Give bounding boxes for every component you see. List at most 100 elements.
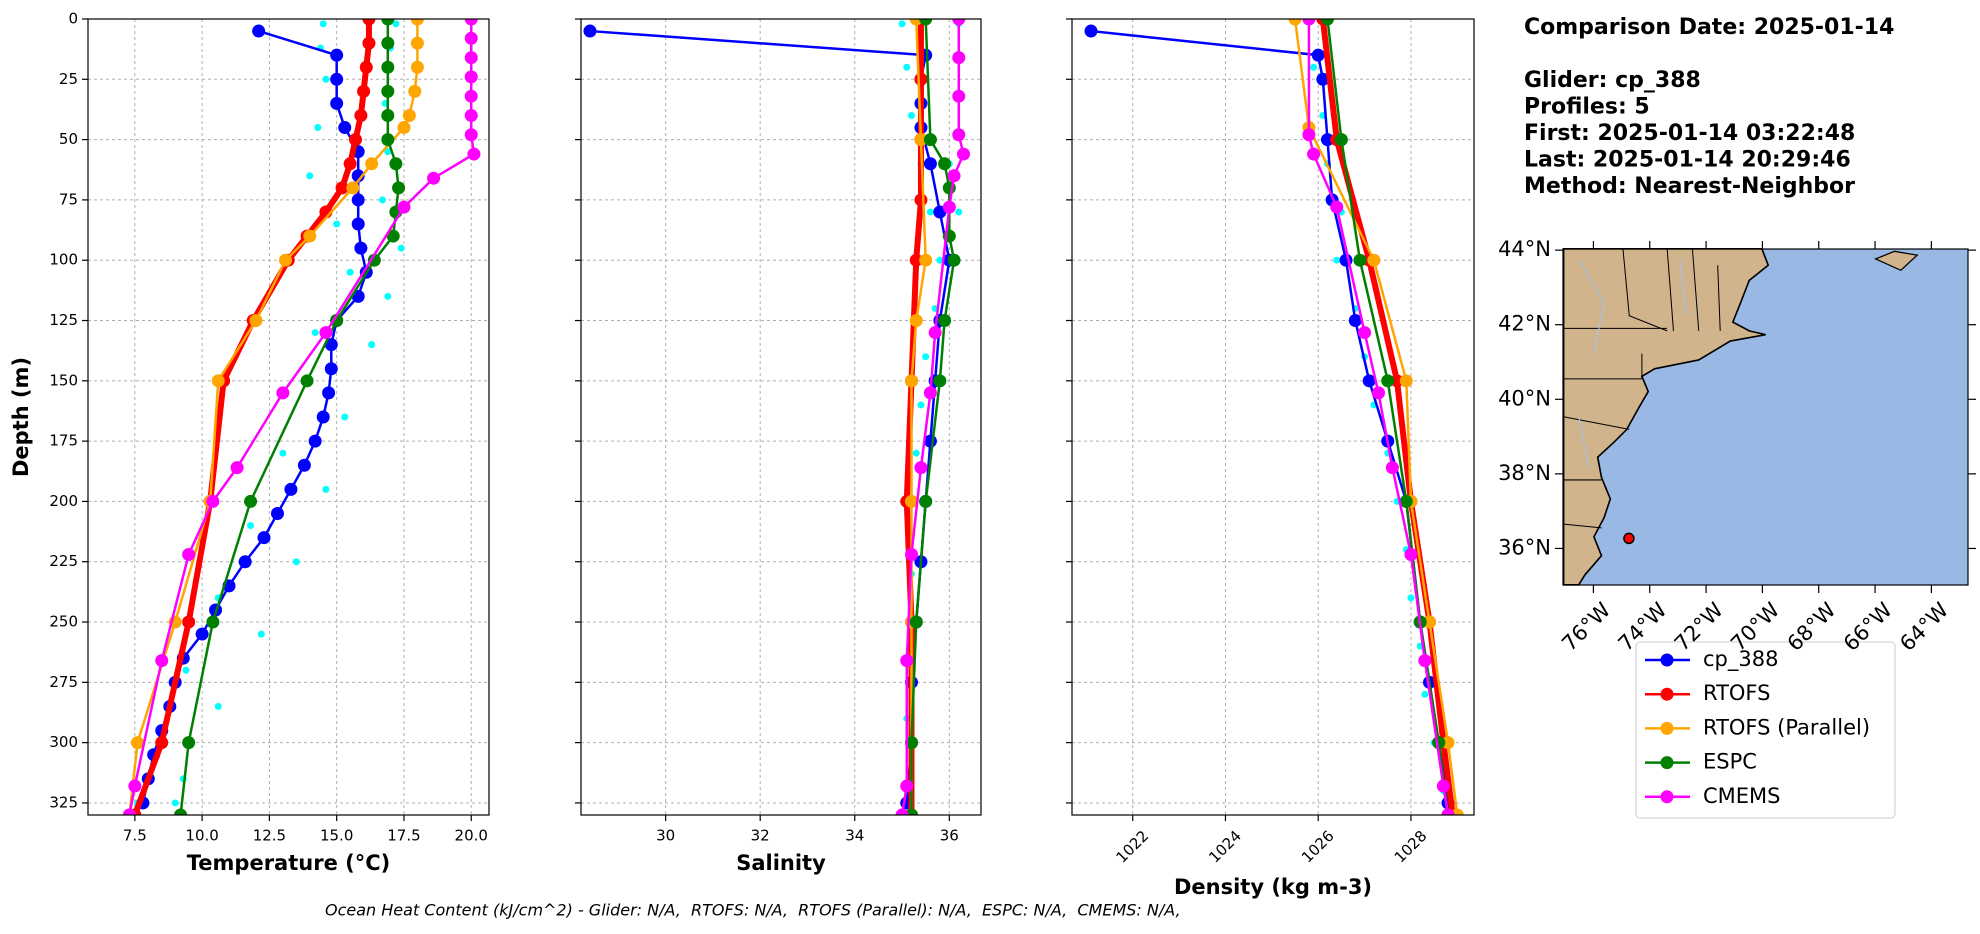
profile-marker: [1422, 615, 1436, 629]
profile-marker: [303, 229, 317, 243]
profile-marker: [410, 36, 424, 50]
y-tick-label: 300: [49, 733, 78, 751]
profile-marker: [923, 386, 937, 400]
profile-marker: [895, 808, 909, 815]
y-tick-label: 100: [49, 251, 78, 269]
land: [1562, 247, 1919, 586]
profile-marker: [381, 36, 395, 50]
raw-point: [292, 558, 300, 566]
y-tick-label: 275: [49, 673, 78, 691]
profile-marker: [923, 133, 937, 147]
profile-marker: [319, 326, 333, 340]
profile-marker: [252, 24, 266, 38]
raw-point: [319, 20, 327, 28]
profile-marker: [300, 374, 314, 388]
profile-marker: [284, 482, 298, 496]
x-tick-label: 17.5: [387, 827, 420, 845]
legend-label: cp_388: [1703, 647, 1778, 672]
profile-marker: [1441, 808, 1455, 815]
profile-marker: [249, 314, 263, 328]
profile-marker: [904, 374, 918, 388]
profile-marker: [914, 461, 928, 475]
info-line: Glider: cp_388: [1524, 68, 1701, 93]
x-axis-label: Salinity: [736, 851, 826, 875]
x-tick-label: 1024: [1205, 827, 1245, 867]
profile-marker: [410, 19, 424, 26]
profile-marker: [155, 736, 169, 750]
profile-marker: [397, 200, 411, 214]
raw-point: [1310, 63, 1318, 71]
profile-marker: [211, 374, 225, 388]
profile-marker: [919, 253, 933, 267]
profile-marker: [257, 531, 271, 545]
raw-point: [936, 256, 944, 264]
profile-marker: [464, 128, 478, 142]
x-tick-label: 1028: [1391, 827, 1431, 867]
profile-line: [1319, 19, 1456, 815]
profile-marker: [952, 19, 966, 26]
profile-marker: [365, 157, 379, 171]
raw-point: [378, 196, 386, 204]
info-line: Last: 2025-01-14 20:29:46: [1524, 148, 1851, 173]
x-tick-label: 7.5: [123, 827, 147, 845]
profile-marker: [957, 147, 971, 161]
profile-marker: [909, 314, 923, 328]
y-tick-label: 250: [49, 613, 78, 631]
raw-point: [322, 75, 330, 83]
axes-frame: [87, 18, 490, 816]
profile-marker: [182, 615, 196, 629]
profile-marker: [381, 133, 395, 147]
raw-point: [346, 268, 354, 276]
profile-marker: [427, 171, 441, 185]
x-tick-label: 1026: [1298, 827, 1338, 867]
profile-marker: [1381, 374, 1395, 388]
profile-marker: [467, 147, 481, 161]
profile-marker: [914, 193, 928, 207]
y-tick-label: 75: [59, 190, 78, 208]
profile-marker: [351, 169, 365, 183]
profile-marker: [1385, 461, 1399, 475]
profile-marker: [195, 627, 209, 641]
profile-marker: [359, 60, 373, 74]
profile-marker: [174, 808, 188, 815]
profile-marker: [1348, 314, 1362, 328]
legend-marker: [1660, 790, 1674, 804]
profile-marker: [354, 241, 368, 255]
x-axis-label: Temperature (°C): [187, 851, 390, 875]
legend: [1635, 641, 1896, 819]
profile-marker: [308, 434, 322, 448]
y-tick-label: 0: [68, 10, 78, 28]
profile-marker: [583, 24, 597, 38]
raw-point: [1333, 256, 1341, 264]
y-axis-label: Depth (m): [9, 357, 33, 477]
profile-marker: [354, 108, 368, 122]
footer-note: Ocean Heat Content (kJ/cm^2) - Glider: N…: [325, 901, 1181, 920]
profile-marker: [1288, 19, 1302, 26]
profile-marker: [464, 51, 478, 65]
map-y-tick-label: 44°N: [1498, 237, 1551, 261]
profile-marker: [1399, 374, 1413, 388]
profile-marker: [1320, 19, 1334, 26]
profile-marker: [1436, 779, 1450, 793]
profile-marker: [362, 19, 376, 26]
profile-marker: [122, 808, 136, 815]
raw-point: [926, 208, 934, 216]
profile-marker: [367, 253, 381, 267]
profile-marker: [316, 410, 330, 424]
raw-point: [903, 63, 911, 71]
legend-marker: [1660, 721, 1674, 735]
profile-marker: [297, 458, 311, 472]
profile-line: [132, 19, 372, 815]
raw-point: [341, 413, 349, 421]
profile-marker: [386, 229, 400, 243]
map-y-tick-label: 40°N: [1498, 386, 1551, 410]
profile-marker: [1362, 374, 1376, 388]
y-tick-label: 325: [49, 793, 78, 811]
profile-marker: [381, 108, 395, 122]
y-tick-label: 200: [49, 492, 78, 510]
profile-marker: [909, 615, 923, 629]
profile-marker: [238, 555, 252, 569]
legend-label: CMEMS: [1703, 784, 1781, 808]
profile-marker: [464, 89, 478, 103]
profile-marker: [1371, 386, 1385, 400]
